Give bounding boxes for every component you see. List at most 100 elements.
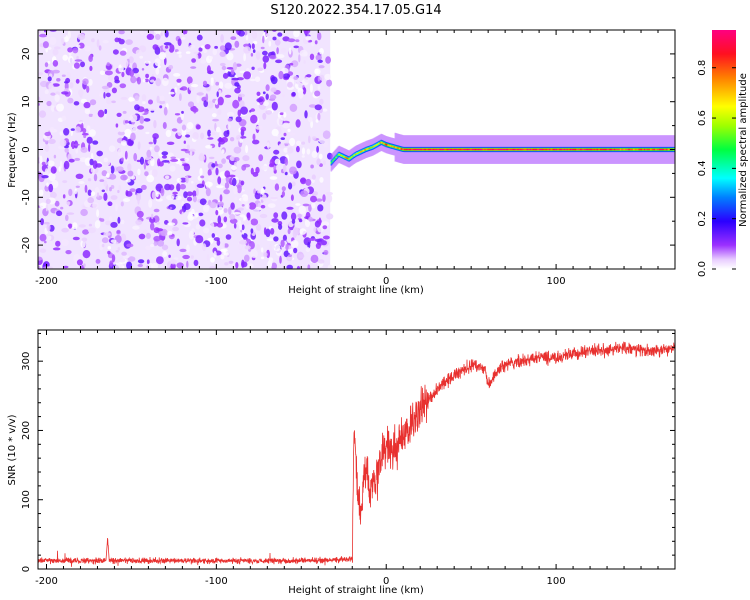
signal-track [330, 132, 675, 172]
noise-blob [291, 240, 299, 248]
track-core [506, 148, 509, 151]
track-core [532, 148, 535, 151]
noise-blob [325, 56, 331, 64]
track-core [571, 148, 574, 151]
noise-blob [184, 157, 190, 162]
track-core [356, 152, 359, 155]
noise-blob [87, 178, 92, 182]
noise-blob [48, 82, 54, 91]
noise-blob [269, 55, 277, 60]
noise-blob [134, 104, 140, 111]
noise-blob [62, 194, 66, 199]
noise-blob [314, 238, 322, 242]
noise-blob [265, 228, 271, 238]
noise-blob [265, 110, 273, 115]
track-core [469, 148, 472, 151]
track-core [629, 148, 632, 151]
track-core [475, 148, 478, 151]
noise-blob [219, 45, 226, 51]
snr-plot-area [38, 330, 675, 569]
noise-blob [127, 170, 134, 177]
noise-blob [139, 30, 145, 36]
noise-blob [271, 128, 279, 137]
noise-blob [92, 160, 98, 169]
track-core [481, 148, 484, 151]
noise-blob [199, 168, 203, 176]
noise-blob [176, 51, 182, 55]
track-core [638, 148, 641, 151]
track-core [533, 148, 536, 151]
noise-blob [66, 212, 75, 215]
noise-blob [89, 158, 94, 166]
noise-blob [281, 186, 286, 192]
noise-blob [246, 30, 253, 34]
track-core [648, 148, 651, 151]
track-core [603, 148, 606, 151]
noise-blob [38, 265, 41, 269]
track-core [361, 150, 364, 153]
track-core [441, 148, 444, 151]
noise-blob [95, 258, 101, 264]
track-core [649, 148, 652, 151]
noise-blob [239, 224, 243, 231]
noise-blob [326, 213, 334, 220]
track-core [440, 148, 443, 151]
noise-blob [295, 39, 300, 43]
track-core [612, 148, 615, 151]
track-core [553, 148, 556, 151]
track-core [641, 148, 644, 151]
noise-blob [230, 36, 237, 40]
noise-blob [155, 67, 160, 75]
noise-blob [104, 109, 108, 114]
noise-blob [243, 237, 248, 240]
noise-blob [248, 202, 257, 210]
noise-blob [115, 166, 124, 172]
noise-blob [115, 123, 119, 128]
colorbar-tick-label: 0.8 [697, 60, 708, 76]
noise-blob [220, 254, 225, 260]
noise-blob [228, 174, 236, 178]
noise-blob [305, 247, 311, 253]
noise-blob [148, 199, 153, 208]
noise-blob [249, 78, 256, 82]
noise-blob [146, 174, 155, 183]
track-core [404, 148, 407, 151]
noise-blob [47, 47, 52, 50]
track-core [402, 148, 405, 151]
noise-blob [40, 218, 44, 226]
track-core [572, 148, 575, 151]
noise-blob [192, 190, 197, 198]
noise-blob [176, 78, 182, 83]
track-core [457, 148, 460, 151]
track-core [408, 148, 411, 151]
noise-blob [268, 40, 272, 47]
noise-blob [146, 33, 155, 41]
noise-blob [277, 32, 283, 37]
colorbar-tick-label: 0.0 [697, 261, 708, 277]
track-core [340, 154, 343, 157]
noise-blob [196, 34, 203, 41]
noise-blob [137, 141, 141, 150]
noise-blob [286, 189, 292, 198]
track-core [359, 151, 362, 153]
noise-blob [250, 167, 254, 175]
noise-blob [233, 223, 237, 229]
track-core [609, 148, 612, 151]
noise-blob [182, 222, 189, 225]
noise-blob [46, 100, 52, 107]
noise-blob [259, 213, 268, 219]
noise-blob [302, 210, 306, 217]
noise-blob [327, 264, 333, 269]
noise-blob [310, 120, 313, 129]
noise-blob [282, 73, 290, 79]
noise-blob [168, 254, 171, 258]
noise-blob [185, 51, 191, 54]
noise-blob [217, 206, 224, 215]
noise-blob [240, 126, 247, 132]
track-core [579, 148, 582, 151]
noise-blob [289, 103, 298, 112]
track-core [331, 161, 334, 163]
track-core [660, 148, 663, 151]
noise-blob [200, 175, 205, 179]
noise-blob [103, 92, 106, 99]
